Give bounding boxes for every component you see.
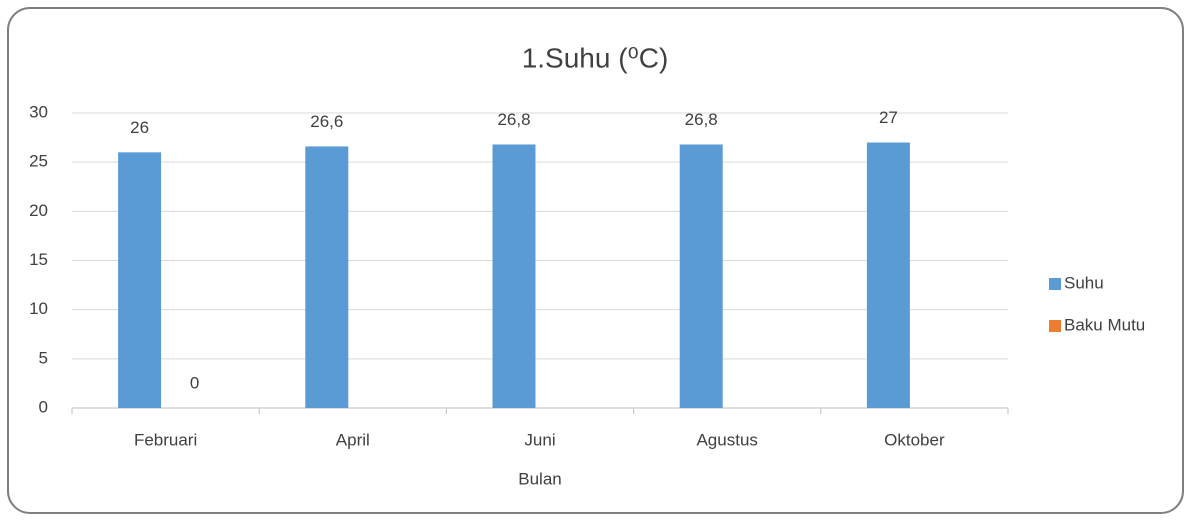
y-tick-label: 15 bbox=[29, 250, 48, 269]
data-label: 0 bbox=[190, 373, 199, 392]
bar bbox=[866, 142, 910, 408]
y-tick-label: 20 bbox=[29, 201, 48, 220]
legend-label: Baku Mutu bbox=[1064, 315, 1145, 334]
x-tick-label: April bbox=[336, 430, 370, 449]
data-label: 26,8 bbox=[497, 110, 530, 129]
x-tick-label: Oktober bbox=[884, 430, 945, 449]
y-tick-label: 0 bbox=[39, 397, 48, 416]
y-tick-label: 5 bbox=[39, 348, 48, 367]
data-label: 26 bbox=[130, 118, 149, 137]
bar bbox=[118, 152, 162, 408]
x-tick-label: Agustus bbox=[696, 430, 757, 449]
data-label: 26,8 bbox=[685, 110, 718, 129]
bar bbox=[679, 144, 723, 408]
y-tick-label: 10 bbox=[29, 299, 48, 318]
y-tick-label: 25 bbox=[29, 152, 48, 171]
y-tick-label: 30 bbox=[29, 102, 48, 121]
legend-swatch bbox=[1049, 320, 1061, 332]
bar bbox=[305, 146, 349, 408]
legend-swatch bbox=[1049, 278, 1061, 290]
data-label: 26,6 bbox=[310, 112, 343, 131]
legend-label: Suhu bbox=[1064, 273, 1104, 292]
x-tick-label: Juni bbox=[524, 430, 555, 449]
x-tick-label: Februari bbox=[134, 430, 197, 449]
x-axis-label: Bulan bbox=[518, 469, 561, 488]
chart-title: 1.Suhu (⁰C) bbox=[522, 42, 669, 73]
data-label: 27 bbox=[879, 108, 898, 127]
bar bbox=[492, 144, 536, 408]
